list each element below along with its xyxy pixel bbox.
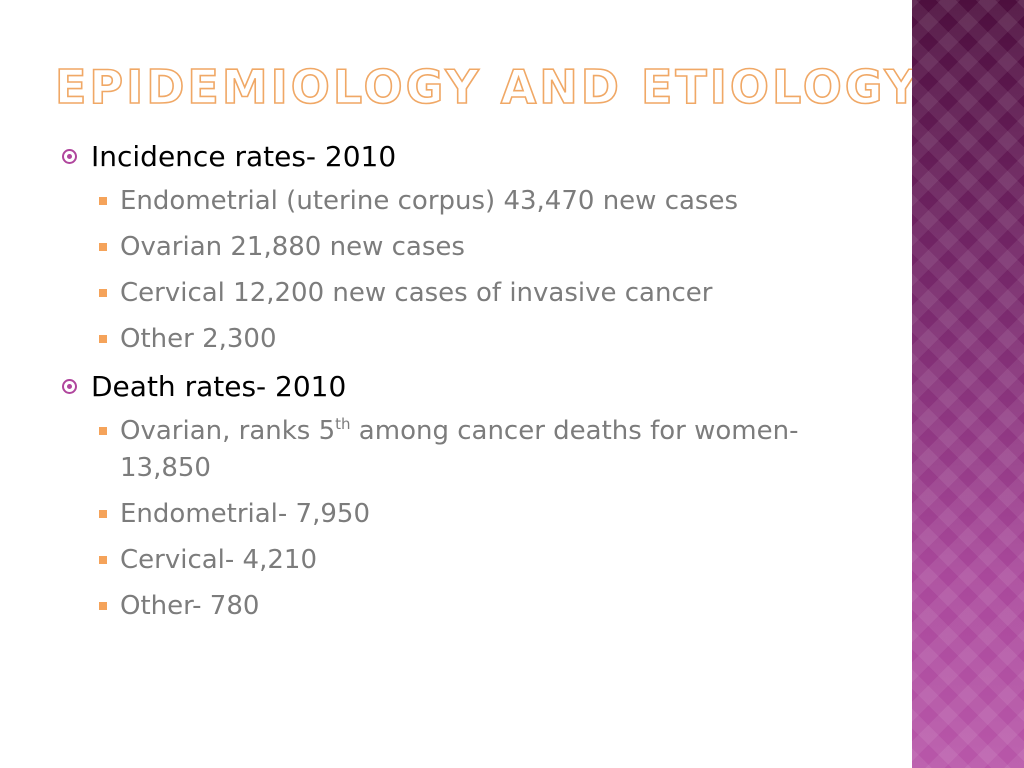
list-item-text: Endometrial- 7,950 <box>120 499 370 529</box>
list-item: Ovarian 21,880 new cases <box>62 230 892 264</box>
list-item: Endometrial- 7,950 <box>62 497 892 531</box>
bullet-death-rates: Death rates- 2010 <box>62 368 892 406</box>
slide-content: Incidence rates- 2010 Endometrial (uteri… <box>62 138 892 635</box>
list-item-text: Ovarian 21,880 new cases <box>120 232 465 262</box>
square-bullet-icon <box>99 197 107 205</box>
list-item-text: Endometrial (uterine corpus) 43,470 new … <box>120 186 739 216</box>
circle-bullet-icon <box>62 379 77 394</box>
list-item: Endometrial (uterine corpus) 43,470 new … <box>62 184 892 218</box>
list-item: Other- 780 <box>62 589 892 623</box>
list-item: Other 2,300 <box>62 322 892 356</box>
bullet-heading: Death rates- 2010 <box>91 370 347 403</box>
square-bullet-icon <box>99 556 107 564</box>
square-bullet-icon <box>99 243 107 251</box>
list-item-text: Other 2,300 <box>120 324 277 354</box>
square-bullet-icon <box>99 602 107 610</box>
bullet-heading: Incidence rates- 2010 <box>91 140 397 173</box>
list-item-text: Other- 780 <box>120 591 260 621</box>
death-rates-list: Ovarian, ranks 5th among cancer deaths f… <box>62 414 892 623</box>
list-item-text: Cervical 12,200 new cases of invasive ca… <box>120 278 713 308</box>
list-item: Cervical 12,200 new cases of invasive ca… <box>62 276 892 310</box>
list-item-text-post: among cancer deaths for women- 13,850 <box>120 416 799 483</box>
ordinal-superscript: th <box>335 415 351 433</box>
list-item: Cervical- 4,210 <box>62 543 892 577</box>
list-item-text: Ovarian, ranks 5th among cancer deaths f… <box>120 415 799 483</box>
decorative-sidebar <box>912 0 1024 768</box>
list-item: Ovarian, ranks 5th among cancer deaths f… <box>62 414 892 485</box>
incidence-list: Endometrial (uterine corpus) 43,470 new … <box>62 184 892 356</box>
list-item-text: Cervical- 4,210 <box>120 545 317 575</box>
square-bullet-icon <box>99 510 107 518</box>
slide-title: Epidemiology and Etiology <box>54 60 921 114</box>
list-item-text-pre: Ovarian, ranks 5 <box>120 416 336 446</box>
square-bullet-icon <box>99 335 107 343</box>
square-bullet-icon <box>99 289 107 297</box>
circle-bullet-icon <box>62 149 77 164</box>
bullet-incidence-rates: Incidence rates- 2010 <box>62 138 892 176</box>
square-bullet-icon <box>99 427 107 435</box>
